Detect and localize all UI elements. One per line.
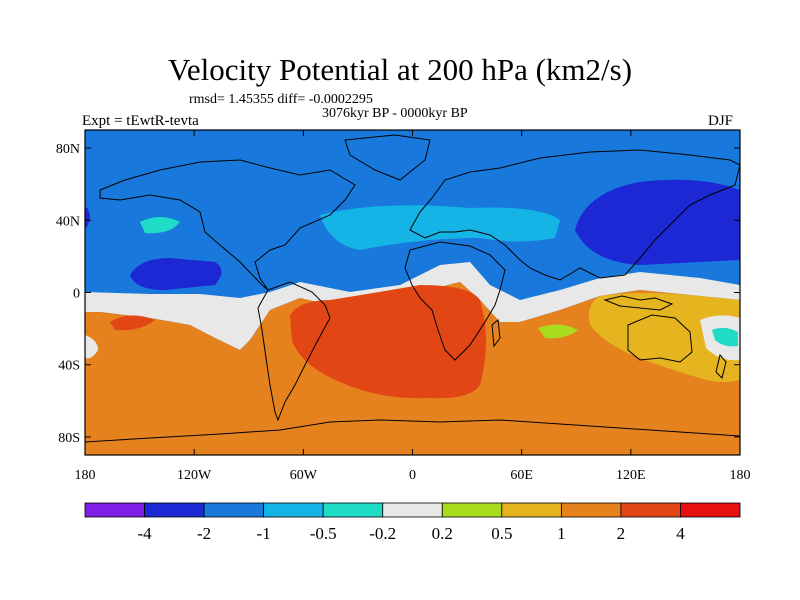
colorbar-swatch [680,502,741,518]
coastlines [85,134,740,443]
field-region-atlantic-europe-band [320,205,560,250]
field-spot-w-zero [85,335,98,359]
field-region-australia-band [588,293,740,383]
field-spot-e-teal [712,327,738,347]
x-tick-label: 0 [409,468,416,483]
colorbar-swatch [84,502,145,518]
x-tick-label: 60E [510,468,533,483]
colorbar: -4 -2 -1 -0.5 -0.2 0.2 0.5 1 2 4 [84,502,741,543]
colorbar-label: 0.5 [491,524,512,543]
colorbar-swatch [560,502,622,518]
y-tick-label: 80N [56,142,80,157]
colorbar-label: 2 [617,524,626,543]
colorbar-swatch [382,502,443,518]
x-tick-label: 120W [177,468,212,483]
coastline-new-zealand [715,353,727,379]
y-tick-label: 40S [58,359,80,374]
colorbar-swatch [144,502,205,518]
chart-title: Velocity Potential at 200 hPa (km2/s) [167,52,633,87]
stats-label: rmsd= 1.45355 diff= -0.0002295 [189,92,373,107]
field-spot-io-green [538,324,578,339]
contour-field [85,130,740,455]
coastline-south-america [257,281,331,422]
coastline-north-america [99,159,356,291]
colorbar-label: 1 [557,524,566,543]
colorbar-label: -1 [257,524,271,543]
colorbar-label: -2 [197,524,211,543]
coastline-australia [627,314,693,363]
colorbar-swatch [203,502,265,518]
coastline-eurasia [409,149,740,281]
coastline-madagascar [491,319,501,348]
colorbar-swatch [501,502,562,518]
field-region-equatorial-zero-band [85,262,740,350]
y-tick-label: 0 [73,287,80,302]
colorbar-swatch [263,502,324,518]
x-tick-label: 120E [616,468,646,483]
experiment-label: Expt = tEwtR-tevta [82,113,199,129]
x-tick-label: 180 [730,468,751,483]
x-tick-label: 180 [75,468,96,483]
colorbar-swatch [322,502,384,518]
colorbar-swatch [620,502,681,518]
coastline-indonesia [603,295,674,311]
colorbar-swatch [441,502,503,518]
season-label: DJF [708,113,734,129]
x-tick-label: 60W [290,468,318,483]
colorbar-label: 0.2 [432,524,453,543]
chart-subtitle: 3076kyr BP - 0000kyr BP [322,106,468,121]
colorbar-label: -0.5 [310,524,337,543]
field-spot-west-low [85,206,90,230]
coastline-africa [404,241,506,361]
colorbar-label: -4 [137,524,152,543]
field-spot-nw-teal [140,217,180,234]
colorbar-label: 4 [676,524,685,543]
coastline-greenland [344,134,431,181]
field-region-north-pacific-low [130,258,222,290]
colorbar-label: -0.2 [369,524,396,543]
map-axes: 180 120W 60W 0 60E 120E 180 80N 40N 0 40S 80S [56,130,751,483]
y-tick-label: 80S [58,431,80,446]
y-tick-label: 40N [56,214,80,229]
field-spot-sw-high [110,315,155,331]
field-region-south-atlantic-high [290,285,486,399]
coastline-antarctica [85,419,740,443]
